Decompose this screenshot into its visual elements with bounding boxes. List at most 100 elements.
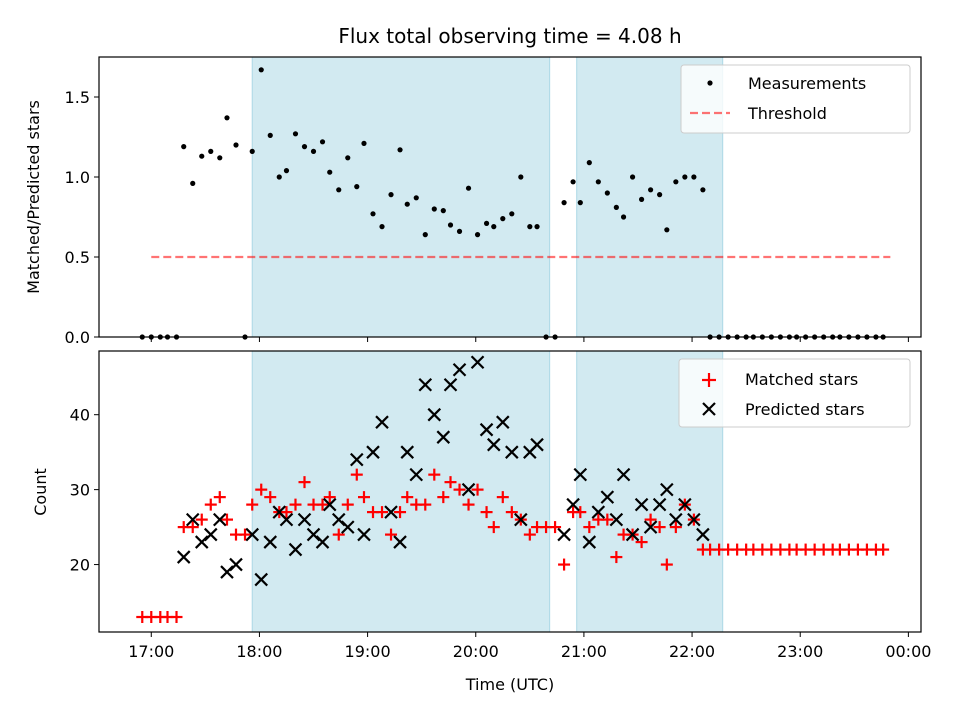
measurement-point — [456, 228, 463, 234]
matched-star-marker — [264, 491, 277, 504]
observing-interval-1 — [251, 350, 551, 633]
measurement-point — [447, 222, 454, 228]
predicted-star-marker — [696, 527, 710, 542]
measurement-point — [691, 174, 697, 180]
legend-measurements-label: Measurements — [748, 74, 866, 93]
x-tick-label: 20:00 — [453, 642, 499, 661]
bottom-panel-shading — [251, 350, 724, 633]
predicted-star-marker — [384, 505, 398, 519]
matched-star-marker — [453, 483, 466, 496]
predicted-star-marker — [573, 467, 588, 482]
matched-star-marker — [401, 491, 414, 504]
matched-star-marker — [220, 513, 233, 526]
predicted-stars-points — [176, 355, 710, 587]
predicted-star-marker — [393, 535, 407, 549]
measurement-point — [199, 153, 205, 159]
matched-star-marker — [280, 506, 293, 519]
predicted-star-marker — [288, 542, 303, 557]
matched-star-marker — [332, 528, 345, 541]
matched-star-marker — [558, 558, 571, 571]
measurement-point — [700, 187, 706, 193]
predicted-star-marker — [418, 377, 433, 392]
measurement-point — [370, 211, 376, 217]
measurement-point — [345, 155, 351, 161]
predicted-star-marker — [486, 437, 501, 452]
predicted-star-marker — [470, 355, 485, 370]
measurement-point — [292, 131, 299, 137]
predicted-star-marker — [687, 512, 701, 527]
predicted-star-marker — [496, 415, 510, 429]
predicted-star-marker — [366, 445, 380, 459]
y-tick-label: 1.0 — [65, 168, 90, 187]
matched-star-marker — [341, 498, 354, 511]
matched-star-marker — [635, 536, 648, 549]
measurement-point — [267, 132, 273, 138]
y-tick-label: 30 — [70, 481, 90, 500]
predicted-star-marker — [409, 467, 424, 482]
bottom-panel: 17:00 18:00 19:00 20:00 21:00 22:00 23:00 00:00… — [31, 350, 931, 694]
measurement-point — [404, 201, 410, 207]
top-legend-box — [680, 64, 911, 134]
measurement-point — [327, 169, 333, 175]
matched-star-marker — [195, 513, 208, 526]
matched-star-marker — [239, 528, 252, 541]
y-tick-label: 0.5 — [65, 248, 90, 267]
measurement-point — [673, 179, 679, 185]
predicted-star-marker — [254, 572, 269, 587]
observing-interval-1 — [251, 56, 551, 338]
measurement-point — [283, 168, 290, 174]
measurement-point — [483, 220, 490, 226]
predicted-star-marker — [427, 407, 442, 422]
x-tick-label: 00:00 — [885, 642, 931, 661]
predicted-star-marker — [634, 497, 649, 512]
predicted-star-marker — [557, 527, 571, 542]
matched-star-marker — [316, 498, 329, 511]
matched-star-marker — [186, 521, 199, 534]
legend-predicted-label: Predicted stars — [745, 400, 865, 419]
predicted-star-marker — [203, 527, 218, 542]
predicted-star-marker — [609, 512, 624, 527]
top-panel-x-ticks — [150, 337, 909, 342]
matched-star-marker — [877, 543, 890, 556]
bottom-panel-x-ticks: 17:00 18:00 19:00 20:00 21:00 22:00 23:00 00:00 — [128, 632, 931, 661]
predicted-star-marker — [212, 512, 227, 527]
measurement-point — [354, 184, 360, 190]
matched-star-marker — [669, 521, 682, 534]
measurement-point — [604, 190, 610, 196]
matched-star-marker — [376, 506, 389, 519]
legend-threshold-label: Threshold — [747, 104, 827, 123]
measurement-point — [413, 195, 419, 201]
measurement-point — [431, 206, 437, 212]
measurement-point — [336, 187, 342, 193]
predicted-star-marker — [357, 527, 371, 542]
predicted-star-marker — [669, 512, 683, 527]
predicted-star-marker — [479, 422, 494, 437]
predicted-star-marker — [315, 535, 330, 549]
x-tick-label: 22:00 — [669, 642, 715, 661]
top-panel: 0.0 0.5 1.0 1.5 Matched/Predicted stars Mea… — [24, 56, 922, 347]
measurement-point — [657, 192, 663, 198]
predicted-star-marker — [616, 467, 631, 482]
predicted-star-marker — [643, 520, 658, 534]
predicted-star-marker — [566, 497, 580, 512]
bottom-panel-y-axis-label: Count — [31, 468, 50, 516]
top-panel-y-ticks: 0.0 0.5 1.0 1.5 — [65, 88, 99, 347]
measurement-point — [586, 160, 592, 166]
measurement-point — [561, 200, 567, 206]
legend-matched-label: Matched stars — [745, 370, 858, 389]
matched-star-marker — [437, 491, 450, 504]
x-tick-label: 17:00 — [128, 642, 174, 661]
top-panel-shading — [251, 56, 724, 338]
predicted-star-marker — [229, 557, 243, 572]
measurement-point — [638, 196, 645, 202]
predicted-star-marker — [591, 505, 606, 519]
measurement-point — [465, 185, 472, 191]
predicted-star-marker — [436, 430, 451, 444]
top-panel-legend: Measurements Threshold — [680, 64, 911, 134]
measurement-point — [361, 140, 367, 146]
predicted-star-marker — [176, 550, 191, 564]
matched-star-marker — [213, 491, 226, 504]
measurement-point — [613, 204, 619, 210]
measurement-point — [181, 144, 187, 150]
